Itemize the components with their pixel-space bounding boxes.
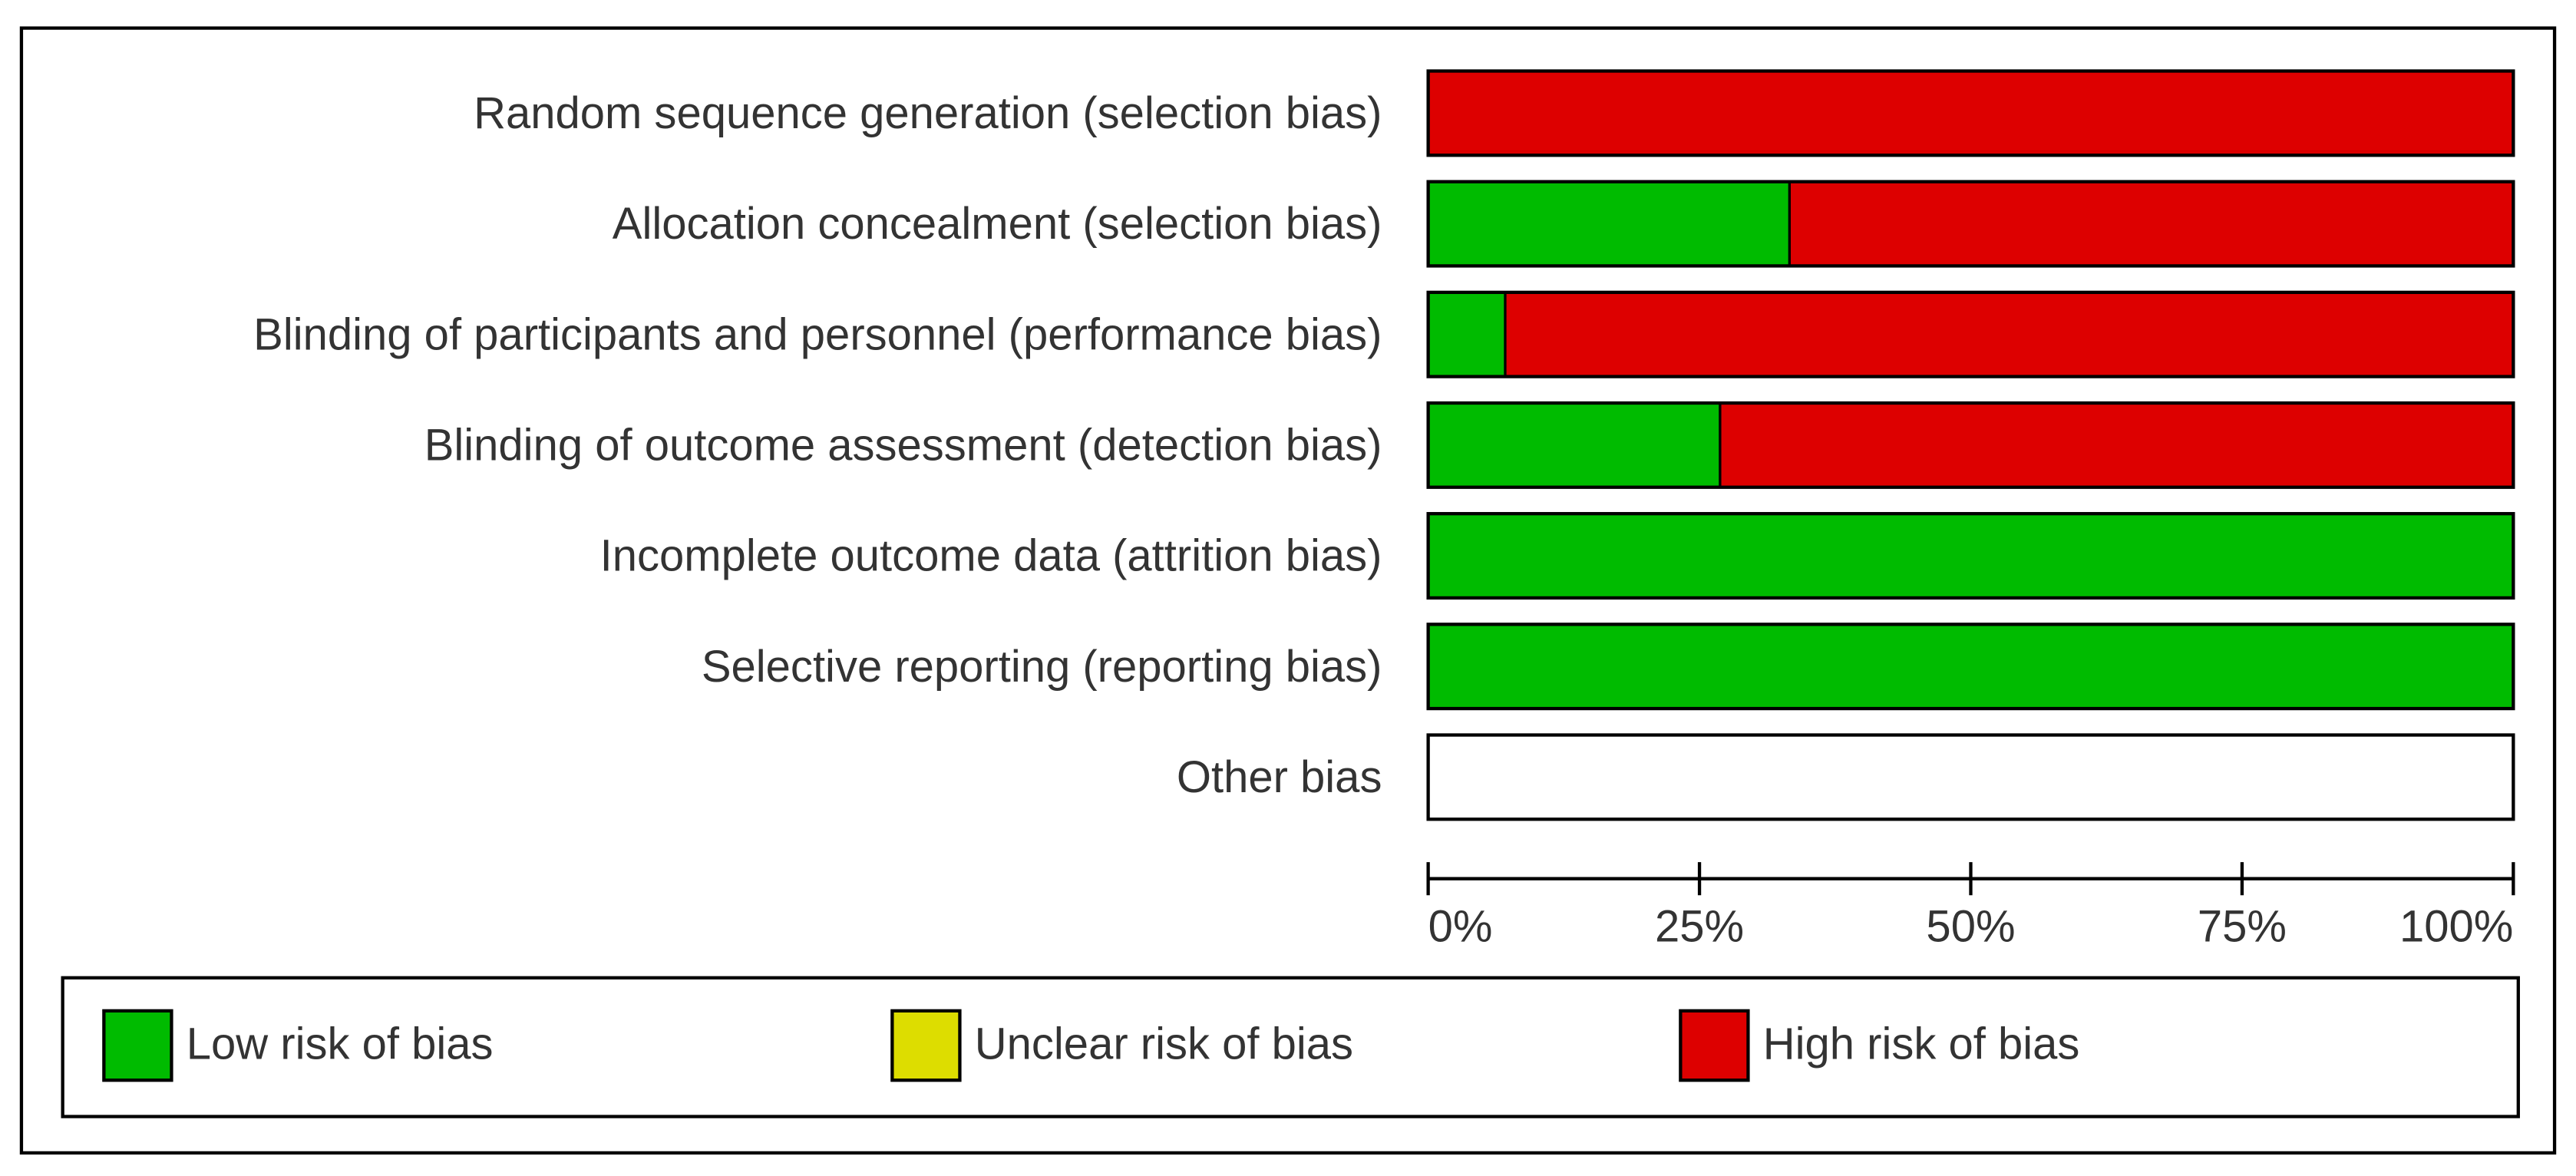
category-label: Incomplete outcome data (attrition bias) xyxy=(600,531,1382,581)
bar-segment xyxy=(1788,180,2515,268)
legend-label: Low risk of bias xyxy=(187,1019,494,1069)
legend-label: High risk of bias xyxy=(1763,1019,2080,1069)
category-label: Random sequence generation (selection bi… xyxy=(474,88,1382,138)
category-label: Allocation concealment (selection bias) xyxy=(613,199,1382,249)
x-tick-label: 25% xyxy=(1655,902,1744,952)
x-tick-label: 0% xyxy=(1428,902,1493,952)
bar-outline xyxy=(1426,733,2515,821)
bar-outline xyxy=(1426,290,2515,378)
bar-background xyxy=(1428,735,2514,820)
category-label: Selective reporting (reporting bias) xyxy=(702,642,1382,692)
legend-swatch xyxy=(102,1009,173,1082)
bar-segment xyxy=(1427,512,2515,600)
legend-swatch xyxy=(890,1009,962,1082)
bar-segment xyxy=(1427,401,1722,489)
category-label: Other bias xyxy=(1177,752,1382,802)
legend-box xyxy=(61,976,2520,1118)
bar-segment xyxy=(1504,291,2515,378)
bar-outline xyxy=(1426,69,2515,157)
x-tick-label: 50% xyxy=(1926,902,2015,952)
bar-segment xyxy=(1427,623,2515,710)
category-label: Blinding of participants and personnel (… xyxy=(253,309,1382,359)
x-tick-label: 75% xyxy=(2198,902,2287,952)
x-tick-label: 100% xyxy=(2399,902,2513,952)
bar-segment xyxy=(1427,291,1507,378)
category-label: Blinding of outcome assessment (detectio… xyxy=(424,420,1382,470)
bar-segment xyxy=(1427,180,1792,268)
bar-segment xyxy=(1719,401,2515,489)
bar-segment xyxy=(1427,69,2515,157)
legend-label: Unclear risk of bias xyxy=(975,1019,1353,1069)
bar-outline xyxy=(1426,401,2515,489)
legend-swatch xyxy=(1679,1009,1750,1082)
bar-outline xyxy=(1426,180,2515,268)
bar-outline xyxy=(1426,512,2515,600)
bar-outline xyxy=(1426,623,2515,711)
